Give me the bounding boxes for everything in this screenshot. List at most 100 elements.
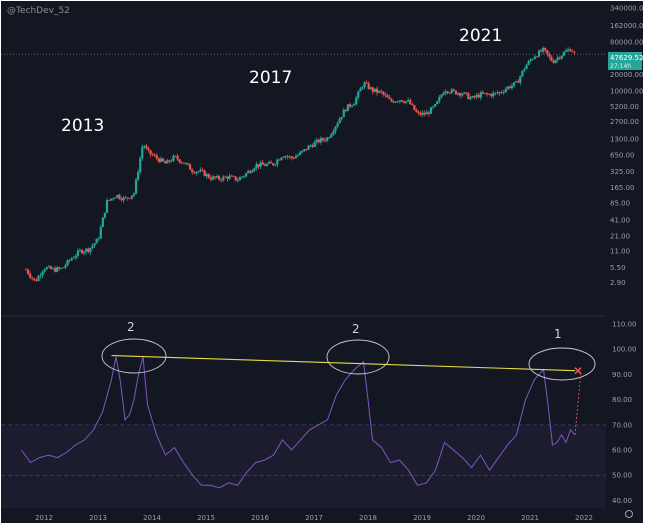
year-label-2013: 2013 <box>61 116 104 136</box>
peak-circle <box>326 339 390 375</box>
candle-body <box>105 200 109 213</box>
candle <box>336 121 339 129</box>
candle-body <box>438 97 441 102</box>
candle-body <box>78 249 82 251</box>
candle-body <box>172 155 175 161</box>
candle <box>382 90 385 97</box>
candle-body <box>367 83 370 89</box>
candle <box>448 91 451 95</box>
candle <box>398 99 401 104</box>
candle <box>234 176 237 182</box>
candle <box>215 174 219 179</box>
candle <box>267 160 271 165</box>
candle-body <box>218 176 221 180</box>
candle <box>139 155 142 174</box>
candle-body <box>249 170 252 173</box>
candle <box>230 174 233 177</box>
candle-body <box>290 156 293 159</box>
candle-body <box>336 123 339 127</box>
candle <box>118 193 121 200</box>
candle <box>232 174 235 178</box>
time-axis-tick: 2012 <box>35 514 53 522</box>
candle <box>166 158 169 164</box>
candle <box>552 58 555 64</box>
candle <box>319 136 323 145</box>
candle <box>548 52 551 60</box>
candle <box>411 102 414 106</box>
candle <box>101 217 104 228</box>
candle-body <box>357 91 360 98</box>
chart-settings-icon[interactable] <box>625 510 633 518</box>
candle-body <box>45 267 48 270</box>
candle-body <box>377 90 381 93</box>
candle <box>66 259 69 267</box>
last-price-sub: 27:14h <box>610 63 631 70</box>
candle <box>261 160 264 165</box>
candle-body <box>116 194 119 198</box>
candle <box>53 265 57 273</box>
candle-body <box>409 100 412 105</box>
candle <box>60 267 63 270</box>
candle-body <box>529 59 532 61</box>
candle <box>569 47 572 52</box>
candle <box>367 81 370 90</box>
candle-body <box>174 155 177 157</box>
price-axis-tick: 650.00 <box>610 152 635 160</box>
candle-body <box>126 197 129 199</box>
candle-body <box>222 176 225 181</box>
candle-body <box>89 247 92 252</box>
candle-body <box>134 179 138 194</box>
candle-body <box>527 60 530 65</box>
candle <box>68 259 71 263</box>
candle <box>116 194 119 199</box>
candle-body <box>137 171 140 180</box>
candle <box>85 247 88 255</box>
candle-body <box>456 93 460 95</box>
candle-body <box>284 156 287 158</box>
candle <box>311 143 314 149</box>
candle-body <box>517 81 520 83</box>
candle-body <box>197 171 200 173</box>
candle <box>425 109 428 115</box>
candle <box>226 175 229 182</box>
candle-body <box>548 53 551 57</box>
candle-body <box>427 112 431 114</box>
candle <box>245 172 248 178</box>
candle <box>417 110 420 116</box>
candle-body <box>180 162 183 164</box>
candle-body <box>274 164 277 166</box>
candle <box>74 253 77 261</box>
candle-body <box>211 176 215 180</box>
candle <box>442 91 445 96</box>
candle <box>332 128 335 137</box>
candle <box>99 224 102 240</box>
candle <box>301 150 304 154</box>
candle <box>334 126 337 135</box>
candle-body <box>388 97 391 100</box>
candle <box>463 91 466 95</box>
candle-body <box>228 175 231 179</box>
candle <box>184 162 188 166</box>
candle <box>444 89 447 96</box>
candle <box>26 268 30 276</box>
candle-body <box>328 137 331 139</box>
candle <box>488 93 491 95</box>
candle-body <box>425 112 428 115</box>
candle-body <box>353 103 356 106</box>
candle <box>203 169 206 177</box>
candle-body <box>419 112 422 115</box>
time-axis-tick: 2016 <box>251 514 269 522</box>
last-price-badge-box <box>608 52 642 70</box>
candle-body <box>465 92 468 94</box>
price-axis-tick: 2700.00 <box>610 118 639 126</box>
candle-body <box>128 198 131 199</box>
candle-body <box>29 273 32 278</box>
candle <box>369 86 372 91</box>
price-axis-tick: 80000.00 <box>610 39 643 47</box>
candle-body <box>72 257 75 259</box>
candle-body <box>242 176 246 177</box>
candle <box>440 93 443 100</box>
candle-body <box>168 160 171 162</box>
candle <box>353 102 356 106</box>
